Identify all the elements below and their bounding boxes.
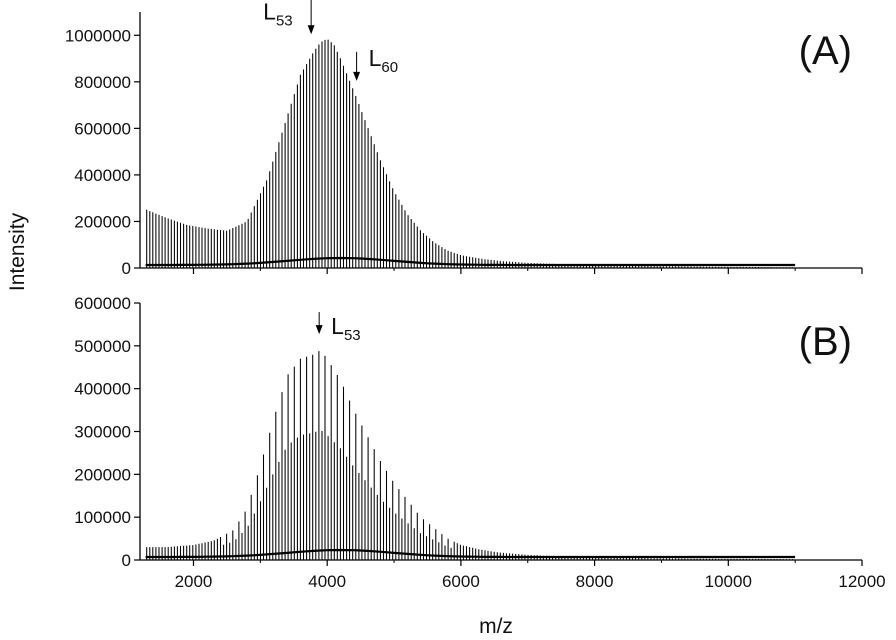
- x-axis-title: m/z: [479, 615, 513, 638]
- x-tick-label: 6000: [442, 572, 480, 591]
- annotation-arrow-head: [315, 325, 323, 335]
- annotation-arrow-head: [307, 25, 315, 35]
- x-tick-label: 8000: [576, 572, 614, 591]
- y-axis-title: Intensity: [6, 212, 29, 291]
- panel-b: 0 100000 200000 300000 400000 500000 600000 200…: [74, 294, 885, 591]
- panel-a: 0 200000 400000 600000 800000 1000000 (A) L53 L6…: [65, 0, 863, 278]
- y-tick-label: 200000: [74, 212, 131, 231]
- y-tick-label: 400000: [74, 166, 131, 185]
- annotation-label: L60: [369, 45, 398, 76]
- y-tick-label: 1000000: [65, 26, 131, 45]
- y-tick-label: 400000: [74, 380, 131, 399]
- baseline-envelope: [145, 256, 796, 267]
- annotation-label: L53: [331, 313, 360, 344]
- spectrum-peaks: [146, 351, 794, 560]
- y-tick-label: 0: [122, 551, 131, 570]
- panel-label: (B): [799, 320, 852, 364]
- x-tick-label: 4000: [308, 572, 346, 591]
- annotation-label: L53: [263, 0, 292, 29]
- y-tick-label: 200000: [74, 465, 131, 484]
- y-tick-label: 600000: [74, 119, 131, 138]
- annotation-arrow-head: [353, 71, 361, 81]
- y-tick-label: 0: [122, 259, 131, 278]
- x-tick-label: 12000: [838, 572, 885, 591]
- x-tick-label: 2000: [175, 572, 213, 591]
- panel-label: (A): [799, 29, 852, 73]
- baseline-envelope: [145, 548, 796, 559]
- y-tick-label: 800000: [74, 73, 131, 92]
- y-tick-label: 300000: [74, 423, 131, 442]
- y-tick-label: 500000: [74, 337, 131, 356]
- y-tick-label: 100000: [74, 508, 131, 527]
- x-tick-label: 10000: [705, 572, 752, 591]
- spectrum-peaks: [146, 39, 794, 268]
- y-tick-label: 600000: [74, 294, 131, 313]
